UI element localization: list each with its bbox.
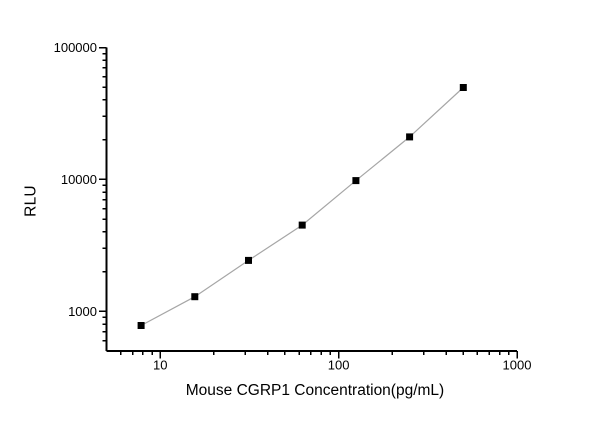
data-point-marker xyxy=(245,256,252,264)
series-line xyxy=(140,87,464,327)
x-tick-label: 10 xyxy=(153,358,167,373)
y-axis-title: RLU xyxy=(22,185,40,217)
x-tick-label: 100 xyxy=(328,358,350,373)
x-tick-label: 1000 xyxy=(503,358,532,373)
x-axis-title: Mouse CGRP1 Concentration(pg/mL) xyxy=(185,382,445,399)
data-point-marker xyxy=(459,84,467,91)
data-point-marker xyxy=(298,221,306,229)
data-point-marker xyxy=(352,177,360,185)
y-tick-label: 100000 xyxy=(54,40,97,55)
data-point-marker xyxy=(191,293,199,301)
y-tick-label: 10000 xyxy=(61,172,97,187)
data-point-marker xyxy=(137,322,145,329)
data-point-marker xyxy=(406,133,414,141)
y-tick-label: 1000 xyxy=(68,304,97,319)
